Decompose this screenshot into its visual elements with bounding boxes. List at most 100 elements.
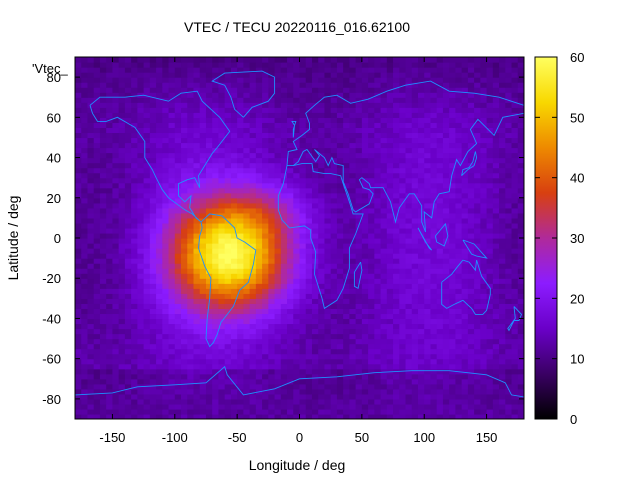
heatmap-cell	[349, 127, 357, 134]
heatmap-cell	[287, 258, 294, 264]
heatmap-cell	[199, 308, 207, 315]
heatmap-cell	[374, 137, 382, 144]
heatmap-cell	[380, 187, 388, 194]
heatmap-cell	[93, 273, 101, 279]
heatmap-cell	[218, 227, 226, 234]
heatmap-cell	[442, 303, 450, 309]
heatmap-cell	[274, 408, 282, 415]
heatmap-cell	[467, 383, 475, 390]
heatmap-cell	[131, 323, 138, 330]
heatmap-cell	[311, 358, 319, 365]
heatmap-cell	[118, 333, 126, 340]
heatmap-cell	[199, 92, 207, 98]
heatmap-cell	[237, 273, 244, 279]
heatmap-cell	[461, 122, 469, 128]
heatmap-cell	[455, 263, 463, 269]
heatmap-cell	[505, 202, 513, 209]
heatmap-cell	[299, 318, 307, 325]
heatmap-cell	[162, 323, 170, 330]
heatmap-cell	[149, 318, 157, 325]
heatmap-cell	[156, 328, 163, 335]
heatmap-cell	[461, 413, 469, 419]
heatmap-cell	[224, 142, 232, 149]
heatmap-cell	[411, 197, 419, 204]
heatmap-cell	[511, 413, 519, 419]
heatmap-cell	[137, 283, 145, 289]
heatmap-cell	[237, 283, 244, 289]
heatmap-cell	[442, 293, 450, 299]
heatmap-cell	[156, 268, 163, 274]
heatmap-cell	[511, 87, 519, 93]
heatmap-cell	[137, 368, 145, 375]
heatmap-cell	[143, 303, 151, 309]
heatmap-cell	[467, 132, 475, 139]
heatmap-cell	[137, 122, 145, 128]
heatmap-cell	[442, 368, 450, 375]
heatmap-cell	[417, 328, 425, 335]
heatmap-cell	[112, 212, 120, 219]
heatmap-cell	[492, 157, 500, 164]
heatmap-cell	[374, 368, 382, 375]
heatmap-cell	[511, 378, 519, 385]
heatmap-cell	[430, 222, 438, 229]
heatmap-cell	[168, 127, 176, 134]
heatmap-cell	[99, 253, 107, 259]
heatmap-cell	[330, 248, 338, 254]
heatmap-cell	[287, 288, 294, 294]
heatmap-cell	[168, 177, 176, 184]
heatmap-cell	[75, 348, 82, 355]
heatmap-cell	[467, 202, 475, 209]
heatmap-cell	[436, 388, 444, 395]
heatmap-cell	[162, 278, 170, 284]
heatmap-cell	[274, 182, 282, 189]
heatmap-cell	[262, 273, 269, 279]
heatmap-cell	[75, 343, 82, 350]
heatmap-cell	[417, 192, 425, 199]
heatmap-cell	[355, 253, 363, 259]
heatmap-cell	[75, 177, 82, 184]
heatmap-cell	[343, 328, 350, 335]
heatmap-cell	[212, 373, 220, 380]
heatmap-cell	[162, 107, 170, 113]
heatmap-cell	[181, 283, 188, 289]
heatmap-cell	[112, 187, 120, 194]
heatmap-cell	[505, 142, 513, 149]
heatmap-cell	[417, 268, 425, 274]
heatmap-cell	[380, 348, 388, 355]
heatmap-cell	[311, 313, 319, 320]
heatmap-cell	[449, 398, 457, 405]
heatmap-cell	[411, 177, 419, 184]
heatmap-cell	[330, 167, 338, 174]
heatmap-cell	[118, 102, 126, 108]
heatmap-cell	[492, 303, 500, 309]
heatmap-cell	[455, 243, 463, 249]
heatmap-cell	[349, 137, 357, 144]
heatmap-cell	[212, 318, 220, 325]
heatmap-cell	[230, 142, 238, 149]
heatmap-cell	[143, 268, 151, 274]
heatmap-cell	[156, 338, 163, 345]
heatmap-cell	[280, 122, 288, 128]
heatmap-cell	[262, 393, 269, 400]
heatmap-cell	[124, 348, 132, 355]
heatmap-cell	[268, 157, 276, 164]
heatmap-cell	[455, 142, 463, 149]
heatmap-cell	[311, 187, 319, 194]
heatmap-cell	[386, 268, 394, 274]
heatmap-cell	[218, 323, 226, 330]
heatmap-cell	[75, 137, 82, 144]
heatmap-cell	[81, 107, 89, 113]
heatmap-cell	[424, 408, 432, 415]
heatmap-cell	[174, 363, 182, 370]
heatmap-cell	[299, 348, 307, 355]
heatmap-cell	[168, 147, 176, 154]
heatmap-cell	[442, 202, 450, 209]
heatmap-cell	[255, 353, 263, 360]
heatmap-cell	[124, 263, 132, 269]
heatmap-cell	[293, 212, 301, 219]
heatmap-cell	[112, 363, 120, 370]
heatmap-cell	[336, 187, 344, 194]
heatmap-cell	[181, 243, 188, 249]
heatmap-cell	[168, 142, 176, 149]
heatmap-cell	[162, 403, 170, 410]
